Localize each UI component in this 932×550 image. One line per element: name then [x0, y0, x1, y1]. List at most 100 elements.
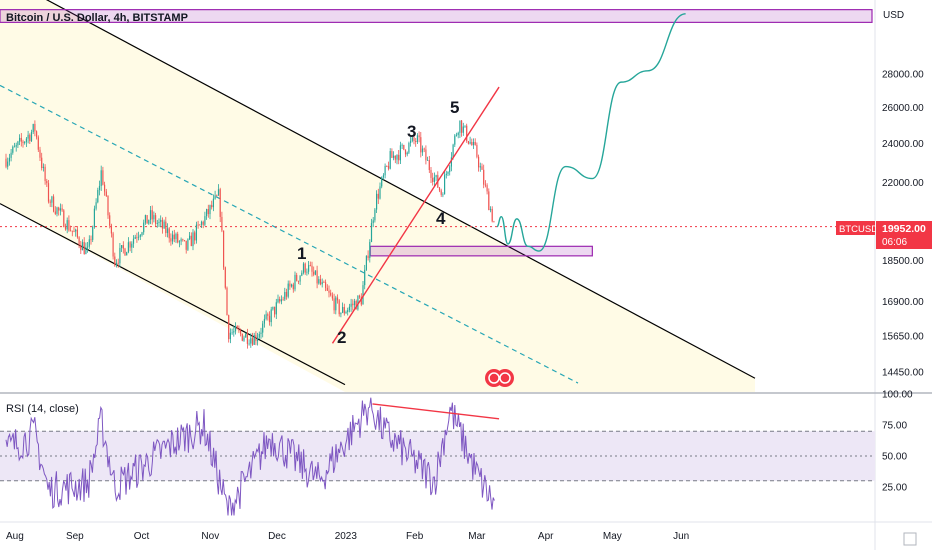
candle [29, 133, 31, 145]
candle [217, 184, 220, 196]
candle [87, 242, 89, 253]
candle [173, 229, 175, 243]
symbol-badge [836, 221, 875, 235]
candle [376, 190, 378, 213]
candle [274, 306, 276, 318]
candle [420, 131, 422, 158]
candle [449, 164, 451, 176]
candle [359, 294, 361, 299]
candle [24, 141, 26, 145]
price-tick-label: 28000.00 [882, 70, 924, 81]
candle [474, 138, 476, 146]
candle [466, 123, 468, 143]
price-tick-label: 15650.00 [882, 332, 924, 343]
candle [289, 280, 291, 290]
price-tick-label: 16900.00 [882, 297, 924, 308]
time-axis[interactable]: Aug Sep Oct Nov Dec 2023 Feb Mar Apr May Jun [0, 521, 932, 542]
candle [17, 140, 19, 148]
candle [75, 228, 77, 237]
candle [22, 139, 24, 148]
candle [178, 240, 180, 248]
candle [240, 328, 242, 337]
candle [158, 218, 160, 227]
candle [299, 275, 301, 285]
candle [165, 216, 167, 237]
candle [328, 285, 330, 298]
candle [71, 230, 73, 237]
candle [481, 163, 483, 170]
candle [353, 298, 356, 309]
candle [335, 295, 337, 315]
candle [416, 133, 418, 144]
candle [211, 200, 213, 210]
candle [476, 142, 478, 159]
event-icon[interactable] [485, 369, 514, 387]
candle [49, 199, 51, 208]
candle [319, 274, 322, 286]
candle [287, 280, 289, 299]
candle [362, 281, 364, 305]
candle [423, 147, 425, 153]
candle [92, 225, 94, 243]
candle [253, 332, 255, 345]
candle [122, 241, 124, 254]
candle [369, 239, 371, 263]
wave-trend-line [331, 86, 500, 344]
candle [245, 332, 247, 338]
candle [7, 157, 9, 170]
candle [105, 188, 107, 198]
candle [367, 250, 369, 261]
wave-label-1: 1 [297, 244, 306, 263]
candle [25, 137, 27, 148]
resistance-zone [0, 9, 873, 23]
candle [479, 162, 481, 172]
candle [78, 236, 80, 249]
candle [119, 243, 121, 267]
candle [410, 136, 412, 147]
candle [126, 251, 128, 256]
candle [250, 333, 252, 348]
candle [168, 227, 170, 243]
candles-group [5, 119, 495, 349]
candle [20, 133, 22, 147]
candle [304, 262, 306, 275]
candle [132, 235, 135, 248]
candle [85, 242, 87, 255]
candle [234, 322, 237, 335]
candle [58, 206, 60, 216]
candle [425, 145, 427, 165]
price-tick-label: 26000.00 [882, 103, 924, 114]
price-axis[interactable]: USD 28000.00 26000.00 24000.00 22000.00 1850… [836, 0, 932, 550]
candle [41, 152, 43, 171]
candle [342, 302, 344, 314]
candle [370, 218, 373, 243]
rsi-pane: RSI (14, close) [0, 397, 875, 516]
candle [13, 142, 16, 148]
wave-label-2: 2 [337, 328, 346, 347]
candle [314, 270, 316, 276]
candle [352, 299, 354, 311]
candle [251, 332, 254, 346]
candle [153, 211, 155, 223]
time-tick-label: Aug [6, 531, 24, 542]
candle [282, 296, 284, 301]
candle [340, 312, 342, 318]
support-zone [369, 245, 593, 257]
candle [66, 217, 68, 234]
candle [415, 138, 417, 147]
candle [180, 237, 182, 246]
candle [301, 270, 303, 277]
candle [268, 311, 271, 326]
settings-icon[interactable] [903, 532, 917, 546]
candle [139, 233, 141, 241]
candle [471, 138, 473, 146]
candle [228, 314, 230, 343]
rsi-axis[interactable]: 100.00 75.00 50.00 25.00 [882, 390, 913, 494]
rsi-tick-label: 25.00 [882, 483, 907, 494]
symbol-badge-text: BTCUSD [839, 224, 878, 235]
candle [399, 141, 401, 165]
candle [435, 174, 437, 182]
candle [121, 244, 123, 253]
candle [229, 328, 231, 344]
candle [219, 187, 221, 223]
